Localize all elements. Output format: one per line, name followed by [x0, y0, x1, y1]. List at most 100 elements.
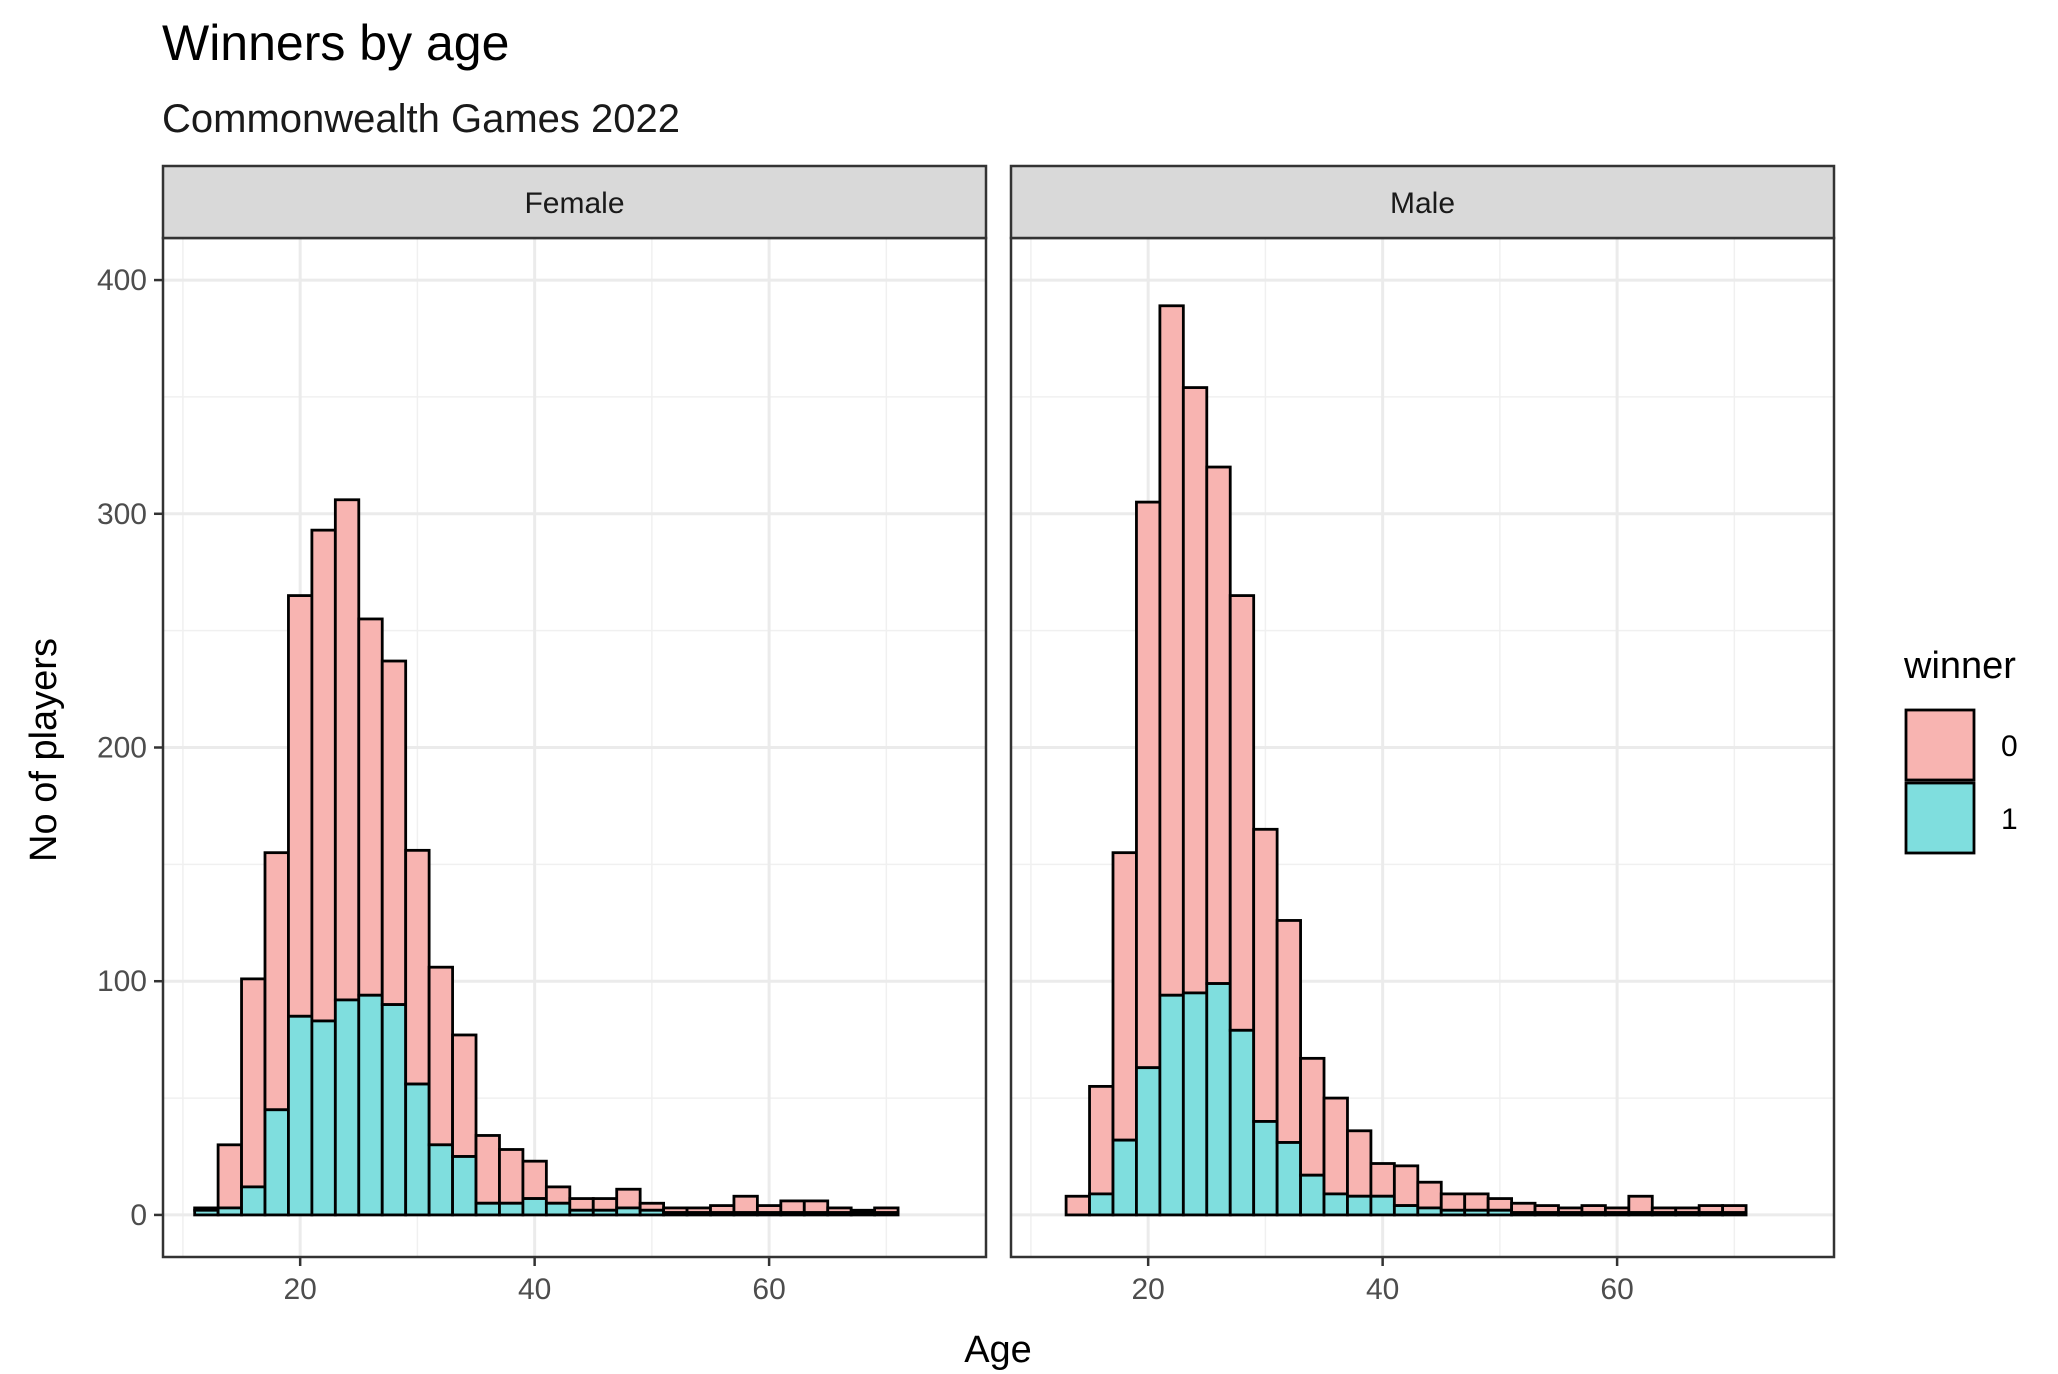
bar-male-winner-0: [1486, 1197, 1513, 1212]
bar-male-winner-0: [1228, 594, 1256, 1032]
bar-male-winner-1: [1533, 1211, 1560, 1217]
bar-female-winner-1: [662, 1211, 689, 1217]
facet-panels: Female Male: [161, 164, 1836, 1259]
bar-female-winner-0: [732, 1194, 759, 1214]
bar-male-winner-1: [1088, 1192, 1115, 1217]
bar-male-winner-0: [1392, 1164, 1420, 1207]
y-tick-label: 300: [97, 498, 147, 531]
bar-female-winner-0: [779, 1199, 806, 1214]
x-tick-label: 40: [518, 1273, 551, 1306]
bar-female-winner-1: [568, 1208, 595, 1217]
facet-strip: [1009, 164, 1836, 240]
bar-female-winner-1: [287, 1014, 314, 1217]
bar-female-winner-1: [193, 1208, 220, 1217]
bar-female-winner-0: [568, 1197, 595, 1212]
bar-female-winner-0: [287, 594, 314, 1018]
bar-male-winner-1: [1486, 1208, 1513, 1217]
bar-female-winner-1: [474, 1201, 501, 1217]
x-tick-label: 60: [1600, 1273, 1633, 1306]
bar-male-winner-1: [1627, 1211, 1654, 1217]
bar-female-winner-1: [451, 1155, 478, 1217]
bar-female-winner-1: [310, 1019, 337, 1217]
x-axes: 20 40 60 20 40 60: [283, 1257, 1634, 1306]
legend-label-1: 1: [2001, 803, 2018, 836]
x-tick-label: 60: [752, 1273, 785, 1306]
bar-male-winner-1: [1463, 1208, 1490, 1217]
bar-female-winner-1: [544, 1201, 572, 1217]
bar-male-winner-1: [1603, 1211, 1631, 1217]
bar-male-winner-0: [1135, 500, 1162, 1070]
bar-female-winner-1: [380, 1003, 408, 1217]
bar-female-winner-0: [380, 659, 408, 1006]
bar-male-winner-0: [1158, 304, 1185, 997]
bar-female-winner-0: [615, 1187, 642, 1210]
bar-male-winner-0: [1510, 1201, 1537, 1214]
bar-female-winner-0: [263, 851, 290, 1112]
bar-female-winner-1: [591, 1208, 619, 1217]
bar-female-winner-0: [802, 1199, 830, 1214]
legend-key-1: [1904, 781, 1976, 855]
bar-male-winner-0: [1299, 1056, 1326, 1177]
bar-female-winner-1: [521, 1197, 548, 1217]
bar-female-winner-1: [498, 1201, 525, 1217]
bar-female-winner-1: [357, 993, 384, 1217]
chart-subtitle: Commonwealth Games 2022: [162, 97, 680, 141]
bar-male-winner-1: [1299, 1173, 1326, 1217]
y-axis-title: No of players: [23, 638, 65, 862]
bar-male-winner-1: [1205, 982, 1232, 1217]
y-tick-label: 200: [97, 732, 147, 765]
bar-male-winner-0: [1111, 851, 1138, 1142]
bar-male-winner-0: [1627, 1194, 1654, 1214]
panel-female: Female: [161, 164, 988, 1259]
bar-female-winner-0: [216, 1143, 243, 1210]
bar-male-winner-1: [1346, 1194, 1373, 1217]
legend: winner 0 1: [1903, 645, 2018, 855]
bar-male-winner-0: [1275, 919, 1302, 1144]
y-axis: 0 100 200 300 400: [97, 264, 163, 1232]
bar-female-winner-1: [615, 1206, 642, 1217]
bar-female-winner-1: [709, 1211, 736, 1217]
bar-male-winner-1: [1721, 1211, 1748, 1217]
bar-female-winner-0: [357, 617, 384, 997]
bar-male-winner-1: [1228, 1028, 1256, 1217]
x-tick-label: 40: [1366, 1273, 1399, 1306]
bar-female-winner-0: [451, 1033, 478, 1158]
bar-female-winner-1: [263, 1108, 290, 1217]
legend-label-0: 0: [2001, 730, 2018, 763]
legend-title: winner: [1903, 645, 2016, 687]
panel-male: Male: [1009, 164, 1836, 1259]
bar-male-winner-0: [1064, 1194, 1091, 1217]
bar-male-winner-0: [1416, 1180, 1443, 1210]
bar-male-winner-1: [1369, 1194, 1396, 1217]
bar-male-winner-1: [1275, 1141, 1302, 1217]
bar-female-winner-0: [310, 528, 337, 1023]
x-tick-label: 20: [1131, 1273, 1164, 1306]
y-tick-label: 100: [97, 965, 147, 998]
bar-female-winner-1: [779, 1211, 806, 1217]
bar-female-winner-0: [404, 848, 431, 1086]
bar-female-winner-1: [873, 1211, 900, 1217]
bar-male-winner-0: [1252, 827, 1279, 1123]
bar-male-winner-1: [1650, 1211, 1678, 1217]
bar-female-winner-1: [755, 1211, 783, 1217]
y-tick-label: 400: [97, 264, 147, 297]
facet-strip-label: Female: [524, 187, 624, 220]
bar-male-winner-1: [1416, 1206, 1443, 1217]
bar-female-winner-0: [240, 977, 267, 1189]
bar-female-winner-1: [849, 1211, 877, 1217]
bar-female-winner-0: [427, 965, 454, 1147]
bar-male-winner-1: [1111, 1138, 1138, 1217]
x-tick-label: 20: [283, 1273, 316, 1306]
bar-female-winner-0: [591, 1197, 619, 1212]
bar-female-winner-1: [826, 1211, 853, 1217]
bar-female-winner-0: [333, 498, 361, 1002]
bar-male-winner-1: [1510, 1211, 1537, 1217]
bar-male-winner-0: [1439, 1192, 1467, 1212]
chart-title: Winners by age: [162, 15, 509, 71]
bar-male-winner-1: [1580, 1211, 1607, 1217]
bar-male-winner-1: [1135, 1066, 1162, 1217]
bar-male-winner-0: [1346, 1129, 1373, 1198]
bar-female-winner-1: [404, 1082, 431, 1217]
bar-female-winner-1: [240, 1185, 267, 1217]
